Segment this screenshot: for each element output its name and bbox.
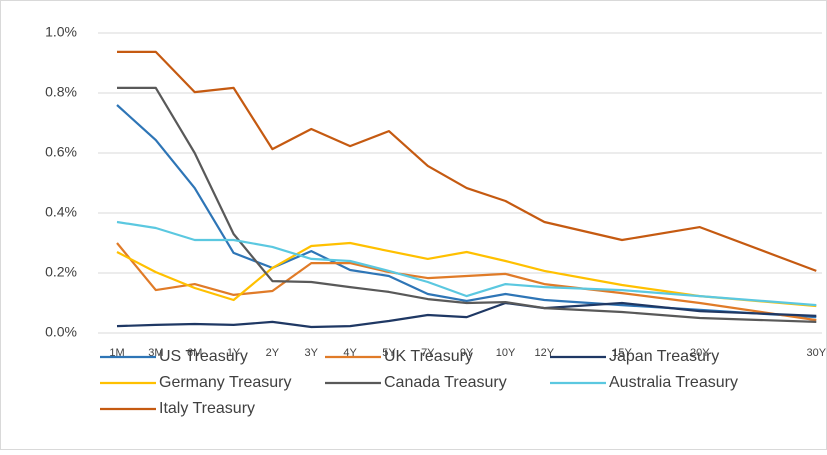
- legend-label: Italy Treasury: [159, 400, 255, 417]
- legend-label: Canada Treasury: [384, 374, 507, 391]
- series-line: [116, 241, 817, 308]
- series-line: [116, 220, 817, 307]
- y-tick-label: 0.0%: [45, 324, 77, 340]
- series-line: [116, 301, 817, 329]
- x-tick-label: 20Y: [690, 347, 710, 359]
- legend-label: Australia Treasury: [609, 374, 738, 391]
- x-tick-label: 5Y: [382, 347, 396, 359]
- x-tick-label: 9Y: [460, 347, 474, 359]
- x-tick-label: 15Y: [612, 347, 632, 359]
- y-tick-label: 0.4%: [45, 204, 77, 220]
- x-tick-label: 10Y: [496, 347, 516, 359]
- series-line: [117, 50, 817, 272]
- series-line: [117, 86, 817, 323]
- legend-label: Germany Treasury: [159, 374, 291, 391]
- x-tick-label: 6M: [187, 347, 202, 359]
- x-tick-label: 1Y: [227, 347, 241, 359]
- x-tick-label: 30Y: [807, 347, 827, 359]
- y-tick-label: 0.6%: [45, 144, 77, 160]
- y-tick-label: 0.2%: [45, 264, 77, 280]
- x-tick-label: 7Y: [421, 347, 435, 359]
- x-tick-label: 3Y: [305, 347, 319, 359]
- x-tick-label: 2Y: [266, 347, 280, 359]
- series-line: [116, 104, 817, 319]
- legend-label: Japan Treasury: [609, 348, 719, 365]
- legend-label: UK Treasury: [384, 348, 473, 365]
- legend-label: US Treasury: [159, 348, 248, 365]
- x-tick-label: 12Y: [535, 347, 555, 359]
- y-tick-label: 0.8%: [45, 84, 77, 100]
- y-tick-label: 1.0%: [45, 24, 77, 40]
